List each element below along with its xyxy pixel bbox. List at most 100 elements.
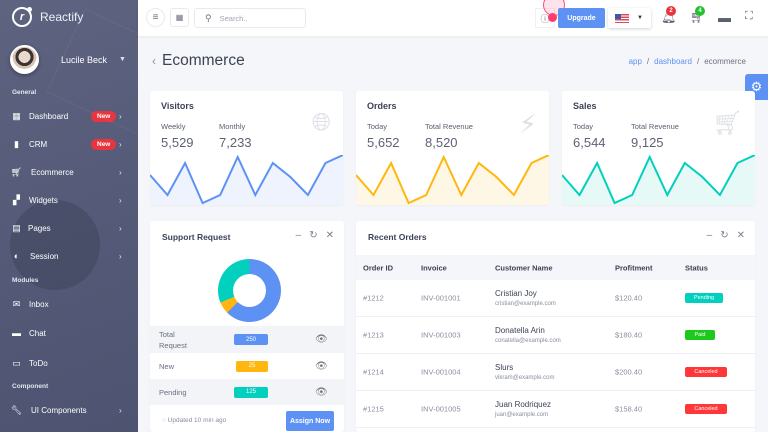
upgrade-button[interactable]: Upgrade — [558, 8, 605, 28]
fullscreen-icon[interactable]: ⛶ — [745, 10, 753, 22]
click-indicator-dot — [548, 13, 557, 22]
cart-icon: 🛒︎ — [712, 110, 743, 137]
sidebar-item-dashboard[interactable]: ▦ Dashboard New › — [0, 107, 138, 125]
hamburger-menu-button[interactable]: ≡ — [146, 8, 165, 27]
order-id: #1214 — [363, 367, 384, 377]
sidebar-item-chat[interactable]: ▬ Chat — [0, 324, 138, 342]
stat-label: Total Revenue — [425, 122, 473, 131]
close-icon[interactable]: ✕ — [325, 230, 334, 241]
visitors-sparkline — [150, 155, 343, 205]
sidebar-item-widgets[interactable]: ▞ Widgets › — [0, 191, 138, 209]
sidebar-item-todo[interactable]: ▭ ToDo — [0, 354, 138, 372]
sidebar-item-label: UI Components — [31, 405, 87, 415]
table-row[interactable]: #1212 INV-001001 Cristian Joy cristian@ex… — [356, 280, 755, 317]
updated-status: ◌ Updated 10 min ago — [162, 417, 226, 424]
customer-email: cristian@example.com — [495, 301, 556, 307]
visitors-card: Visitors Weekly 5,529 Monthly 7,233 🌐︎ — [150, 91, 343, 205]
invoice: INV-001003 — [421, 330, 461, 340]
menu-icon: ≡ — [152, 12, 159, 23]
chevron-right-icon: › — [119, 195, 122, 205]
sidebar-item-inbox[interactable]: ✉ Inbox — [0, 295, 138, 313]
info-icon: ⓘ — [540, 13, 550, 24]
refresh-icon[interactable]: ↻ — [720, 230, 729, 241]
table-row[interactable]: #1213 INV-001003 Donatella Arin conatella… — [356, 317, 755, 354]
support-row: New 25 👁︎ — [150, 353, 344, 379]
sidebar-item-crm[interactable]: ▮ CRM New › — [0, 135, 138, 153]
sidebar-item-label: Ecommerce — [31, 167, 74, 177]
table-row[interactable]: #1214 INV-001004 Slurs vikram@example.com… — [356, 354, 755, 391]
customer-name: Donatella Arin — [495, 326, 545, 335]
status-badge: Pending — [685, 293, 723, 303]
search-placeholder: Search.. — [219, 13, 248, 23]
col-profitment: Profitment — [615, 263, 653, 272]
support-row: Pending 125 👁︎ — [150, 379, 344, 405]
close-icon[interactable]: ✕ — [736, 230, 745, 241]
customer: Juan Rodriquez juan@example.com — [495, 400, 551, 418]
language-select[interactable]: ▼ — [608, 8, 651, 28]
chevron-right-icon: › — [119, 167, 122, 177]
sales-card: Sales Today 6,544 Total Revenue 9,125 🛒︎ — [562, 91, 755, 205]
chevron-right-icon: › — [119, 139, 122, 149]
topbar: ≡ ▦ ⚲ Search.. ⓘ Upgrade ▼ 🔔︎ 2 🛒︎ 4 ▬ ⛶ — [138, 0, 768, 36]
apps-grid-button[interactable]: ▦ — [170, 8, 189, 27]
customer: Donatella Arin conatella@example.com — [495, 326, 561, 344]
stat-value: 6,544 — [573, 135, 606, 150]
recent-orders-panel: Recent Orders – ↻ ✕ Order ID Invoice Cus… — [356, 221, 755, 432]
orders-sparkline — [356, 155, 549, 205]
new-badge: New — [91, 110, 117, 122]
sidebar-item-ui-components[interactable]: 🔧︎ UI Components › — [0, 401, 138, 419]
chevron-down-icon[interactable]: ▼ — [119, 56, 126, 63]
eye-icon[interactable]: 👁︎ — [315, 360, 328, 372]
stat-label: Today — [367, 122, 388, 131]
sidebar-item-ecommerce[interactable]: 🛒︎ Ecommerce › — [0, 163, 138, 181]
customer-name: Slurs — [495, 363, 514, 372]
brand[interactable]: r Reactify — [12, 6, 83, 28]
col-customer: Customer Name — [495, 263, 553, 272]
sidebar-item-label: Widgets — [29, 195, 58, 205]
back-arrow-icon[interactable]: ‹ — [152, 54, 156, 68]
gear-icon: ⚙ — [750, 79, 763, 94]
refresh-icon[interactable]: ↻ — [309, 230, 318, 241]
minimize-icon[interactable]: – — [706, 230, 713, 241]
card-title: Visitors — [161, 101, 194, 111]
panel-title: Recent Orders — [368, 232, 427, 242]
table-row[interactable]: #1215 INV-001005 Juan Rodriquez juan@exam… — [356, 391, 755, 428]
customer-email: juan@example.com — [495, 412, 549, 418]
globe-icon: 🌐︎ — [311, 109, 331, 136]
search-icon: ⚲ — [205, 12, 212, 23]
chevron-right-icon: › — [119, 405, 122, 415]
wrench-icon: 🔧︎ — [10, 404, 23, 415]
col-invoice: Invoice — [421, 263, 447, 272]
sidebar-item-label: Session — [30, 251, 59, 261]
dashboard-icon: ▦ — [12, 110, 21, 121]
user-profile[interactable]: Lucile Beck ▼ — [10, 45, 126, 74]
breadcrumb-current: ecommerce — [704, 57, 746, 66]
chat-icon[interactable]: ▬ — [718, 10, 731, 25]
table-header: Order ID Invoice Customer Name Profitmen… — [356, 255, 755, 280]
mail-icon: ✉ — [12, 298, 21, 309]
brand-name: Reactify — [40, 10, 84, 24]
us-flag-icon — [615, 13, 629, 23]
row-label: New — [159, 361, 175, 371]
stat-value: 8,520 — [425, 135, 458, 150]
search-input[interactable]: ⚲ Search.. — [194, 8, 306, 28]
invoice: INV-001001 — [421, 293, 461, 303]
eye-icon[interactable]: 👁︎ — [315, 334, 328, 345]
assign-now-button[interactable]: Assign Now — [286, 411, 334, 431]
stat-value: 7,233 — [219, 135, 252, 150]
minimize-icon[interactable]: – — [295, 230, 302, 241]
chevron-right-icon: › — [119, 223, 122, 233]
sidebar-item-session[interactable]: ◐ Session › — [0, 247, 138, 265]
order-id: #1213 — [363, 330, 384, 340]
breadcrumb-app[interactable]: app — [628, 57, 642, 66]
col-order-id: Order ID — [363, 263, 394, 272]
new-badge: New — [91, 138, 117, 150]
sidebar-item-label: Dashboard — [29, 111, 69, 121]
breadcrumb-dashboard[interactable]: dashboard — [654, 57, 692, 66]
customer: Cristian Joy cristian@example.com — [495, 289, 556, 307]
count-pill: 125 — [234, 386, 268, 398]
eye-icon[interactable]: 👁︎ — [315, 386, 328, 398]
sidebar-item-pages[interactable]: ▤ Pages › — [0, 219, 138, 237]
profit: $200.40 — [615, 367, 643, 377]
grid-icon: ▦ — [175, 13, 184, 22]
